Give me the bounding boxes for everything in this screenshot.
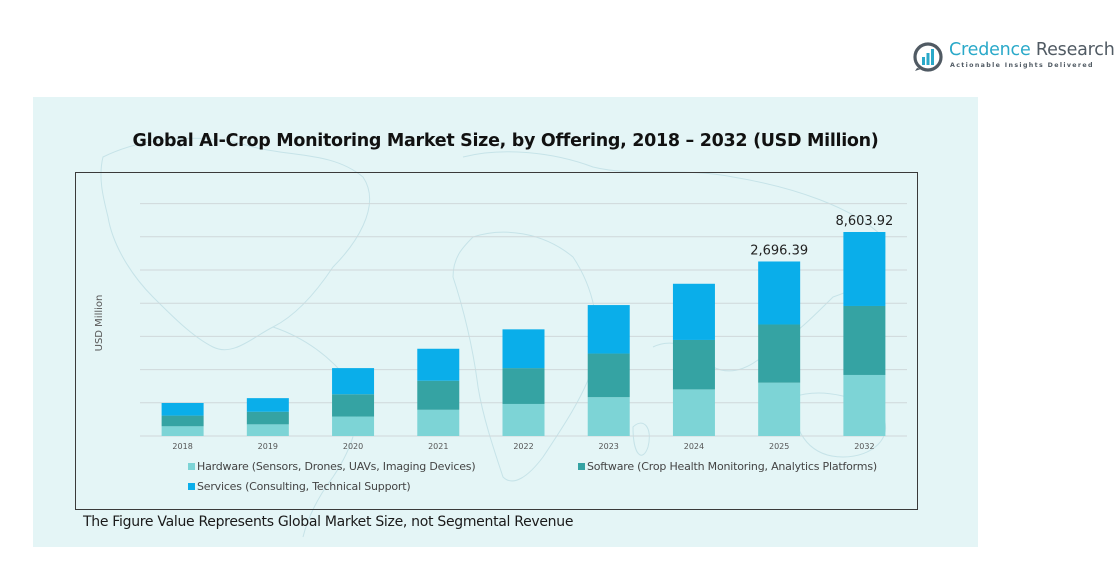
bar-2019 xyxy=(246,398,289,436)
data-labels: 2,696.39 8,603.92 xyxy=(750,214,893,258)
bar-segment-services-2020 xyxy=(332,368,375,395)
bar-segment-software-2024 xyxy=(672,339,715,390)
bar-segment-hardware-2025 xyxy=(758,382,801,436)
x-tick-label: 2025 xyxy=(769,442,789,451)
bar-segment-hardware-2022 xyxy=(502,403,545,436)
legend-item-services: Services (Consulting, Technical Support) xyxy=(188,480,411,493)
x-tick-label: 2024 xyxy=(684,442,704,451)
bar-segment-hardware-2019 xyxy=(246,424,289,436)
bar-segment-services-2023 xyxy=(587,305,630,354)
data-label-2025: 2,696.39 xyxy=(750,243,808,258)
bar-segment-software-2032 xyxy=(843,305,886,375)
legend-swatch-hardware xyxy=(188,463,195,470)
x-tick-label: 2019 xyxy=(258,442,278,451)
x-tick-label: 2020 xyxy=(343,442,363,451)
legend-swatch-software xyxy=(578,463,585,470)
bar-segment-software-2020 xyxy=(332,394,375,417)
stacked-bar-chart: 2018 2019 2020 2021 2022 2023 2024 2025 2032 2,6… xyxy=(94,203,907,451)
bar-segment-services-2018 xyxy=(161,402,204,416)
bar-segment-software-2019 xyxy=(246,411,289,425)
data-label-2032: 8,603.92 xyxy=(835,214,893,229)
chart-panel: Global AI-Crop Monitoring Market Size, b… xyxy=(33,97,978,547)
brand-tagline: Actionable Insights Delivered xyxy=(950,62,1094,69)
footnote: The Figure Value Represents Global Marke… xyxy=(83,514,574,530)
brand-name-part1: Credence xyxy=(949,40,1031,60)
legend-swatch-services xyxy=(188,483,195,490)
bar-2020 xyxy=(332,368,375,436)
bar-segment-hardware-2032 xyxy=(843,374,886,436)
bar-chart-circle-icon xyxy=(913,42,943,72)
bar-2023 xyxy=(587,305,630,436)
bar-segment-software-2022 xyxy=(502,368,545,404)
bar-segment-software-2018 xyxy=(161,415,204,427)
bar-segment-hardware-2020 xyxy=(332,416,375,436)
legend-label-hardware: Hardware (Sensors, Drones, UAVs, Imaging… xyxy=(197,460,476,473)
bar-segment-software-2025 xyxy=(758,324,801,383)
bar-segment-services-2019 xyxy=(246,398,289,412)
legend-item-software: Software (Crop Health Monitoring, Analyt… xyxy=(578,460,877,473)
brand-name-part2: Research xyxy=(1030,40,1115,60)
bar-segment-services-2032 xyxy=(843,232,886,306)
bar-2032 xyxy=(843,232,886,436)
x-tick-labels: 2018 2019 2020 2021 2022 2023 2024 2025 2032 xyxy=(172,442,874,451)
bar-2024 xyxy=(672,283,715,436)
x-tick-label: 2032 xyxy=(854,442,874,451)
y-axis-label: USD Million xyxy=(94,295,105,352)
bar-2025 xyxy=(758,261,801,436)
bar-segment-services-2022 xyxy=(502,329,545,369)
x-tick-label: 2022 xyxy=(513,442,533,451)
bar-segment-hardware-2023 xyxy=(587,397,630,436)
chart-frame: 2018 2019 2020 2021 2022 2023 2024 2025 2032 2,6… xyxy=(75,172,918,510)
chart-title: Global AI-Crop Monitoring Market Size, b… xyxy=(132,131,879,151)
bars xyxy=(161,232,886,436)
bar-segment-software-2021 xyxy=(417,380,460,410)
bar-segment-hardware-2021 xyxy=(417,409,460,436)
bar-2021 xyxy=(417,348,460,436)
bar-2022 xyxy=(502,329,545,436)
legend-item-hardware: Hardware (Sensors, Drones, UAVs, Imaging… xyxy=(188,460,476,473)
bar-2018 xyxy=(161,402,204,436)
bar-segment-software-2023 xyxy=(587,353,630,398)
bar-segment-services-2025 xyxy=(758,261,801,325)
bar-segment-hardware-2024 xyxy=(672,389,715,436)
x-tick-label: 2023 xyxy=(599,442,619,451)
bar-segment-hardware-2018 xyxy=(161,426,204,436)
legend-label-software: Software (Crop Health Monitoring, Analyt… xyxy=(587,460,877,473)
legend-label-services: Services (Consulting, Technical Support) xyxy=(197,480,411,493)
brand-logo: Credence Research Actionable Insights De… xyxy=(913,40,1115,76)
bar-segment-services-2021 xyxy=(417,348,460,381)
x-tick-label: 2018 xyxy=(172,442,192,451)
x-tick-label: 2021 xyxy=(428,442,448,451)
bar-segment-services-2024 xyxy=(672,283,715,340)
brand-name: Credence Research xyxy=(949,40,1115,60)
